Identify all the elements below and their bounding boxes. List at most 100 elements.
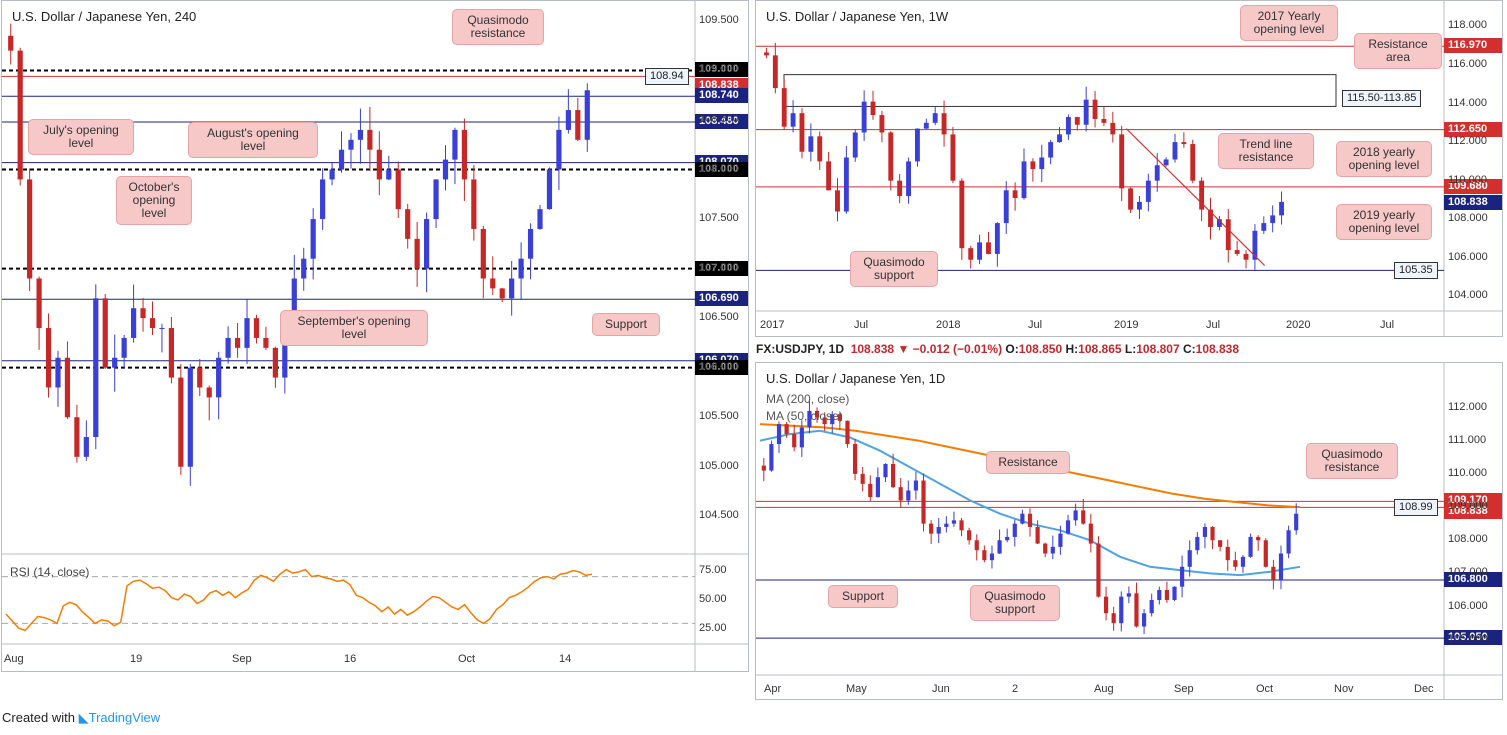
d1-candle: [1111, 606, 1116, 631]
w1-candle: [1163, 157, 1169, 167]
w1-candle: [1190, 139, 1196, 184]
tradingview-brand[interactable]: TradingView: [88, 710, 161, 725]
h4-candle: [452, 127, 458, 185]
d1-candle: [1286, 525, 1291, 559]
d1-x-tick: Jun: [932, 683, 950, 695]
chart-panel-d1[interactable]: U.S. Dollar / Japanese Yen, 1D MA (200, …: [755, 362, 1503, 700]
open-value: 108.850: [1018, 342, 1063, 356]
h4-price-label: 108.480: [695, 113, 748, 129]
d1-candle: [1233, 551, 1238, 571]
h4-callout-support: Support: [592, 313, 660, 336]
w1-callout-y2019: 2019 yearly opening level: [1336, 204, 1432, 240]
ma200-legend: MA (200, close): [766, 392, 850, 406]
d1-y-tick: 110.000: [1448, 466, 1487, 479]
h4-candle: [386, 155, 392, 181]
w1-candle: [888, 131, 894, 191]
w1-candle: [1065, 114, 1071, 140]
d1-candle: [1141, 608, 1147, 635]
h4-candle: [499, 287, 505, 303]
d1-candle: [906, 480, 911, 505]
d1-candle: [1294, 503, 1299, 535]
d1-x-tick: May: [846, 683, 867, 695]
low-label: L:: [1124, 342, 1137, 356]
h4-y-tick: 104.500: [699, 509, 739, 522]
d1-candle: [807, 399, 812, 434]
h4-y-tick: 105.000: [699, 459, 739, 472]
w1-candle: [1012, 182, 1018, 211]
chart-panel-h4[interactable]: U.S. Dollar / Japanese Yen, 240 109.000 1…: [1, 0, 749, 672]
h4-candle: [509, 260, 515, 316]
d1-candle: [1172, 586, 1177, 602]
d1-candle: [1187, 540, 1192, 577]
w1-y-tick: 110.000: [1448, 173, 1487, 186]
h4-candle: [8, 23, 14, 65]
h4-x-tick: 16: [344, 653, 357, 665]
d1-candle: [883, 463, 888, 482]
h4-x-tick: 14: [559, 653, 572, 665]
h4-callout-sep: September's opening level: [280, 310, 428, 346]
open-label: O:: [1005, 342, 1019, 356]
d1-level-tag: 108.99: [1394, 499, 1438, 517]
w1-chart-title: U.S. Dollar / Japanese Yen, 1W: [766, 9, 949, 24]
w1-candle: [906, 157, 911, 204]
w1-candle: [1261, 216, 1267, 234]
d1-candle: [837, 412, 842, 430]
d1-candle: [1065, 514, 1071, 535]
d1-candle: [875, 467, 880, 498]
d1-y-tick: 111.000: [1448, 433, 1487, 446]
d1-candle: [898, 478, 903, 508]
h4-callout-oct: October's opening level: [116, 176, 192, 225]
d1-candle: [1020, 509, 1025, 525]
h4-candle: [159, 323, 165, 353]
d1-candle: [967, 527, 972, 545]
d1-candle: [1248, 533, 1253, 558]
w1-candle: [817, 131, 823, 170]
w1-callout-y2018: 2018 yearly opening level: [1336, 141, 1432, 177]
h4-candle: [310, 208, 316, 280]
d1-candle: [799, 420, 804, 458]
h4-candle: [461, 118, 468, 202]
w1-candle: [870, 90, 876, 120]
w1-candle: [1021, 148, 1027, 200]
tradingview-logo-icon: ◣: [78, 710, 89, 725]
d1-candle: [1180, 555, 1185, 598]
h4-y-tick: 107.500: [699, 212, 739, 225]
h4-candle: [244, 299, 250, 365]
d1-candle: [1218, 540, 1223, 552]
d1-chart-canvas[interactable]: [756, 363, 1503, 700]
w1-candle: [1110, 111, 1116, 143]
w1-candle: [1243, 250, 1249, 269]
d1-y-tick: 107.000: [1448, 566, 1488, 579]
h4-candle: [206, 385, 212, 421]
w1-candle: [1083, 86, 1089, 132]
h4-y-tick: 105.500: [699, 410, 739, 423]
chart-panel-w1[interactable]: U.S. Dollar / Japanese Yen, 1W 116.970 11…: [755, 0, 1503, 337]
h4-candle: [518, 242, 524, 301]
symbol-info-bar: FX:USDJPY, 1D 108.838 ▼ −0.012 (−0.01%) …: [756, 342, 1239, 356]
d1-candle: [1210, 526, 1215, 550]
price-change: −0.012 (−0.01%): [912, 342, 1003, 356]
h4-level-tag: 108.94: [645, 68, 689, 86]
w1-candle: [1119, 125, 1125, 202]
w1-candle: [1057, 127, 1062, 143]
h4-candle: [178, 364, 184, 475]
h4-candle: [442, 145, 449, 191]
footer-branding[interactable]: Created with ◣TradingView: [2, 710, 160, 726]
d1-candle: [1050, 535, 1055, 560]
h4-candle: [338, 131, 345, 173]
h4-candle: [376, 131, 382, 196]
d1-candle: [891, 453, 896, 489]
w1-candle: [1216, 215, 1222, 231]
d1-x-tick: 2: [1012, 683, 1019, 695]
h4-candle: [83, 420, 89, 461]
w1-candle: [790, 100, 796, 133]
d1-x-tick: Aug: [1094, 683, 1114, 695]
w1-candle: [1279, 191, 1285, 225]
w1-callout-trend: Trend line resistance: [1218, 133, 1314, 169]
w1-chart-canvas[interactable]: [756, 1, 1503, 337]
h4-candle: [527, 223, 534, 280]
d1-price-label: 105.050: [1444, 630, 1502, 646]
w1-candle: [941, 100, 947, 147]
d1-candle: [1263, 538, 1268, 568]
h4-chart-canvas[interactable]: [2, 1, 749, 672]
